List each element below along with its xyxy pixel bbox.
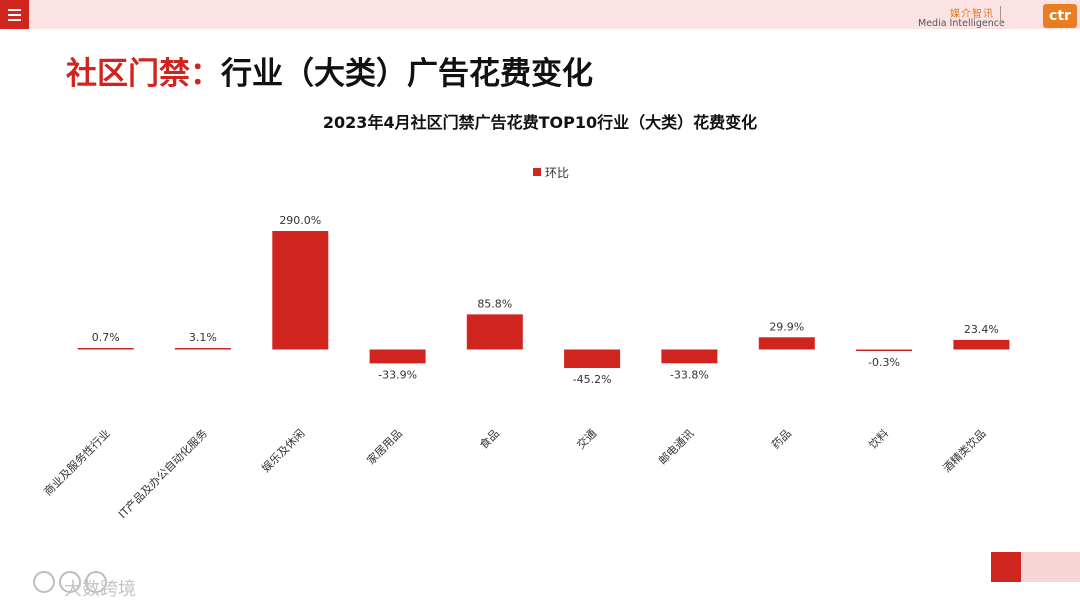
bar-7: [661, 349, 718, 364]
x-tick-label-5: 食品: [476, 426, 501, 451]
data-label-3: 290.0%: [279, 214, 321, 227]
x-tick-label-8: 药品: [769, 427, 794, 452]
data-label-4: -33.9%: [378, 368, 417, 381]
bar-2: [174, 348, 231, 350]
bar-6: [564, 349, 621, 368]
bar-9: [856, 349, 912, 351]
bar-3: [272, 231, 329, 350]
page-title: 社区门禁：行业（大类）广告花费变化: [66, 48, 593, 93]
logo-en-text: Media Intelligence: [918, 18, 1005, 29]
x-tick-label-10: 酒精类饮品: [940, 426, 989, 475]
data-label-6: -45.2%: [573, 373, 612, 386]
x-tick-label-1: 商业及服务性行业: [41, 426, 113, 498]
chart-title: 2023年4月社区门禁广告花费TOP10行业（大类）花费变化: [322, 113, 758, 132]
legend-swatch: [533, 168, 541, 176]
x-tick-label-3: 娱乐及休闲: [259, 426, 308, 475]
x-tick-label-2: IT产品及办公自动化服务: [115, 426, 210, 521]
data-label-2: 3.1%: [189, 331, 217, 344]
bar-8: [758, 337, 815, 350]
bar-10: [953, 339, 1010, 350]
page-title-red: 社区门禁：: [66, 56, 221, 92]
x-tick-label-9: 饮料: [866, 426, 891, 451]
bottom-deco-light: [1021, 552, 1080, 582]
data-label-5: 85.8%: [477, 297, 512, 310]
data-label-9: -0.3%: [868, 356, 900, 369]
x-tick-label-6: 交通: [574, 426, 599, 451]
data-label-8: 29.9%: [769, 320, 804, 333]
x-tick-label-4: 家居用品: [364, 426, 405, 467]
page-title-black: 行业（大类）广告花费变化: [221, 56, 593, 92]
data-label-1: 0.7%: [92, 331, 120, 344]
legend-label: 环比: [545, 166, 569, 180]
watermark-text: 大数跨境: [64, 579, 136, 600]
top-band: [0, 0, 1080, 29]
bar-1: [77, 348, 134, 350]
data-label-7: -33.8%: [670, 368, 709, 381]
watermark-logo: 大数跨境: [33, 571, 136, 600]
bottom-deco-red: [991, 552, 1021, 582]
hamburger-menu-icon[interactable]: [0, 0, 29, 29]
x-tick-label-7: 邮电通讯: [656, 427, 696, 467]
ctr-logo: 媒介智讯 Media Intelligence ctr: [918, 4, 1080, 30]
logo-separator: [1000, 6, 1001, 26]
logo-badge: ctr: [1043, 4, 1077, 28]
bar-5: [466, 314, 523, 350]
logo-cn-text: 媒介智讯: [950, 9, 994, 20]
bar-4: [369, 349, 426, 364]
data-label-10: 23.4%: [964, 323, 999, 336]
